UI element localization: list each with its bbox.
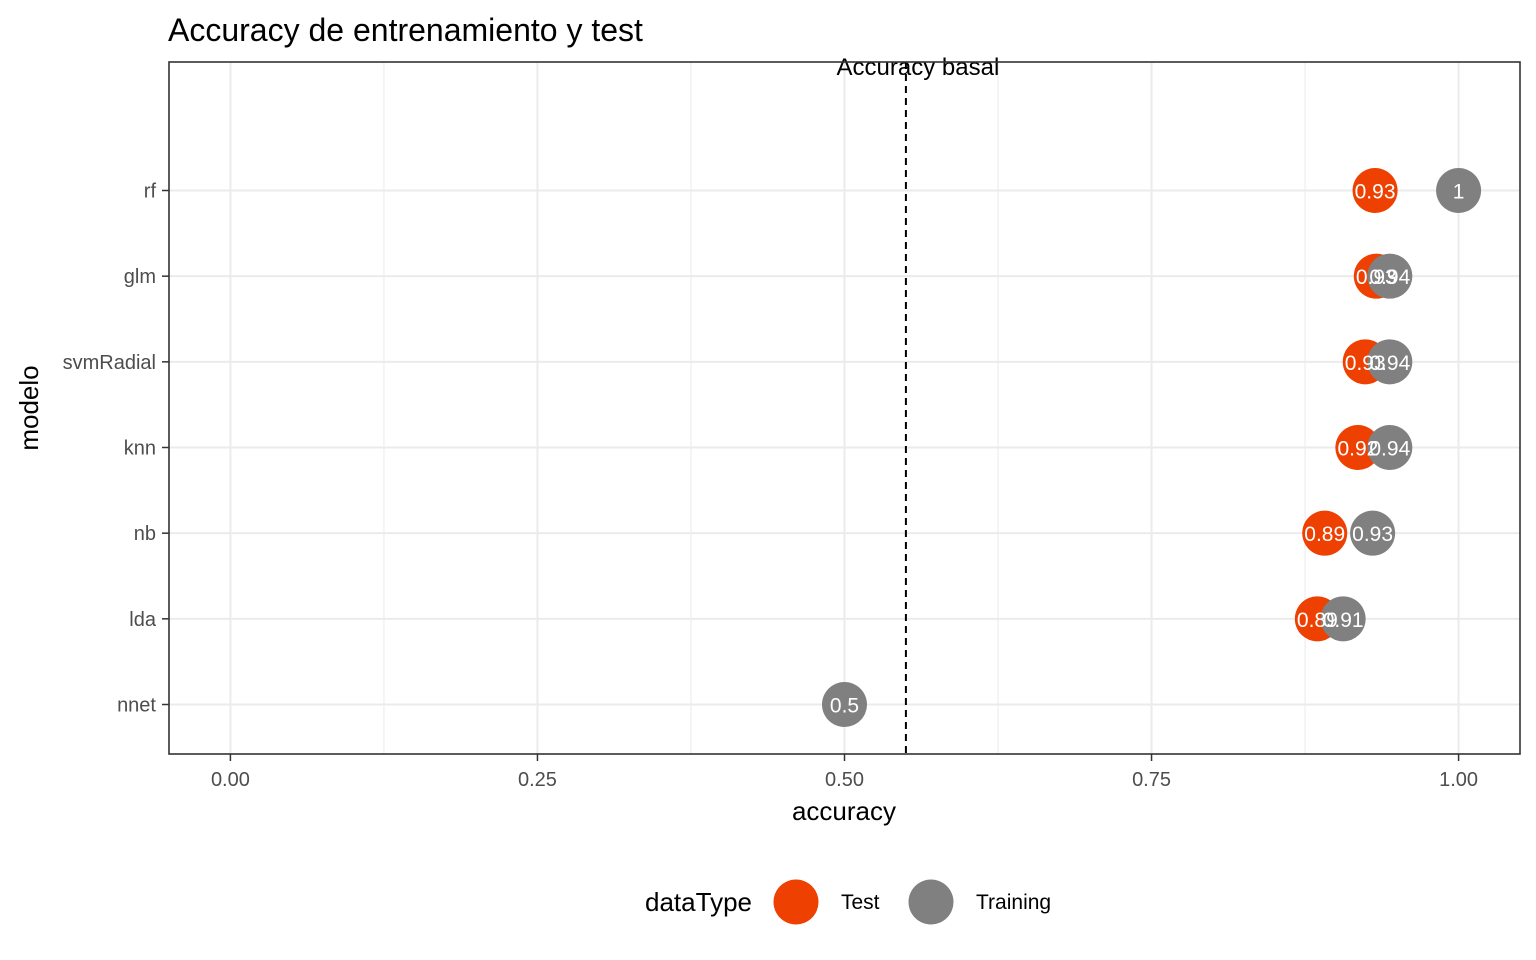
point-label-test-nb: 0.89 — [1304, 523, 1345, 546]
point-label-training-svmRadial: 0.94 — [1369, 352, 1410, 375]
point-training-nb — [1350, 510, 1396, 556]
legend-key-training — [908, 879, 954, 925]
x-tick-label: 0.25 — [518, 769, 557, 791]
x-tick-label: 0.50 — [825, 769, 864, 791]
point-label-training-knn: 0.94 — [1369, 438, 1410, 461]
y-tick-label: lda — [129, 609, 157, 631]
point-training-glm — [1367, 253, 1413, 299]
point-label-training-rf: 1 — [1453, 181, 1465, 204]
legend-title: dataType — [645, 887, 752, 917]
point-label-test-rf: 0.93 — [1355, 181, 1396, 204]
legend-label-test: Test — [841, 891, 880, 914]
x-axis: 0.00 0.25 0.50 0.75 1.00 — [211, 754, 1478, 791]
x-tick-label: 0.75 — [1132, 769, 1171, 791]
y-tick-label: svmRadial — [63, 352, 156, 374]
labels-training: 10.940.940.940.930.910.5 — [830, 181, 1465, 718]
y-tick-label: knn — [124, 438, 156, 460]
point-test-knn — [1335, 425, 1381, 470]
point-training-lda — [1320, 596, 1366, 642]
y-tick-label: rf — [144, 181, 157, 203]
grid-major — [169, 62, 1520, 754]
point-label-training-nnet: 0.5 — [830, 695, 859, 718]
grid-minor — [383, 62, 1306, 754]
point-test-rf — [1352, 168, 1398, 213]
reference-line-label: Accuracy basal — [837, 54, 1000, 81]
point-label-test-svmRadial: 0.93 — [1345, 352, 1386, 375]
point-label-training-glm: 0.94 — [1369, 266, 1410, 289]
legend-key-test — [773, 879, 819, 925]
point-label-training-nb: 0.93 — [1352, 523, 1393, 546]
x-axis-title: accuracy — [792, 796, 896, 826]
point-label-test-glm: 0.93 — [1356, 266, 1397, 289]
chart-title: Accuracy de entrenamiento y test — [168, 12, 643, 48]
y-tick-label: nb — [134, 523, 156, 545]
point-training-knn — [1367, 425, 1413, 470]
x-tick-label: 1.00 — [1439, 769, 1478, 791]
series-training — [822, 168, 1482, 727]
point-training-nnet — [822, 682, 867, 727]
point-label-test-knn: 0.92 — [1337, 438, 1378, 461]
point-label-test-lda: 0.89 — [1297, 609, 1338, 632]
point-training-rf — [1436, 168, 1482, 213]
point-test-nb — [1302, 510, 1348, 556]
y-axis: rf glm svmRadial knn nb lda nnet — [63, 181, 169, 717]
legend: dataType Test Training — [645, 879, 1051, 925]
legend-items: Test Training — [773, 879, 1051, 925]
y-tick-label: nnet — [117, 695, 156, 717]
point-training-svmRadial — [1367, 339, 1413, 385]
x-tick-label: 0.00 — [211, 769, 250, 791]
y-tick-label: glm — [124, 266, 156, 288]
point-label-training-lda: 0.91 — [1323, 609, 1364, 632]
points-layer: 0.930.930.930.920.890.8910.940.940.940.9… — [822, 168, 1482, 727]
plot-panel: Accuracy basal 0.93 0.93 0.93 0.92 0.89 0.89 1… — [168, 54, 1521, 755]
reference-line-group: Accuracy basal — [837, 54, 1000, 754]
labels-test: 0.93 0.93 0.93 0.92 0.89 0.89 — [1297, 181, 1397, 632]
y-axis-title: modelo — [14, 365, 44, 450]
legend-label-training: Training — [976, 891, 1051, 914]
